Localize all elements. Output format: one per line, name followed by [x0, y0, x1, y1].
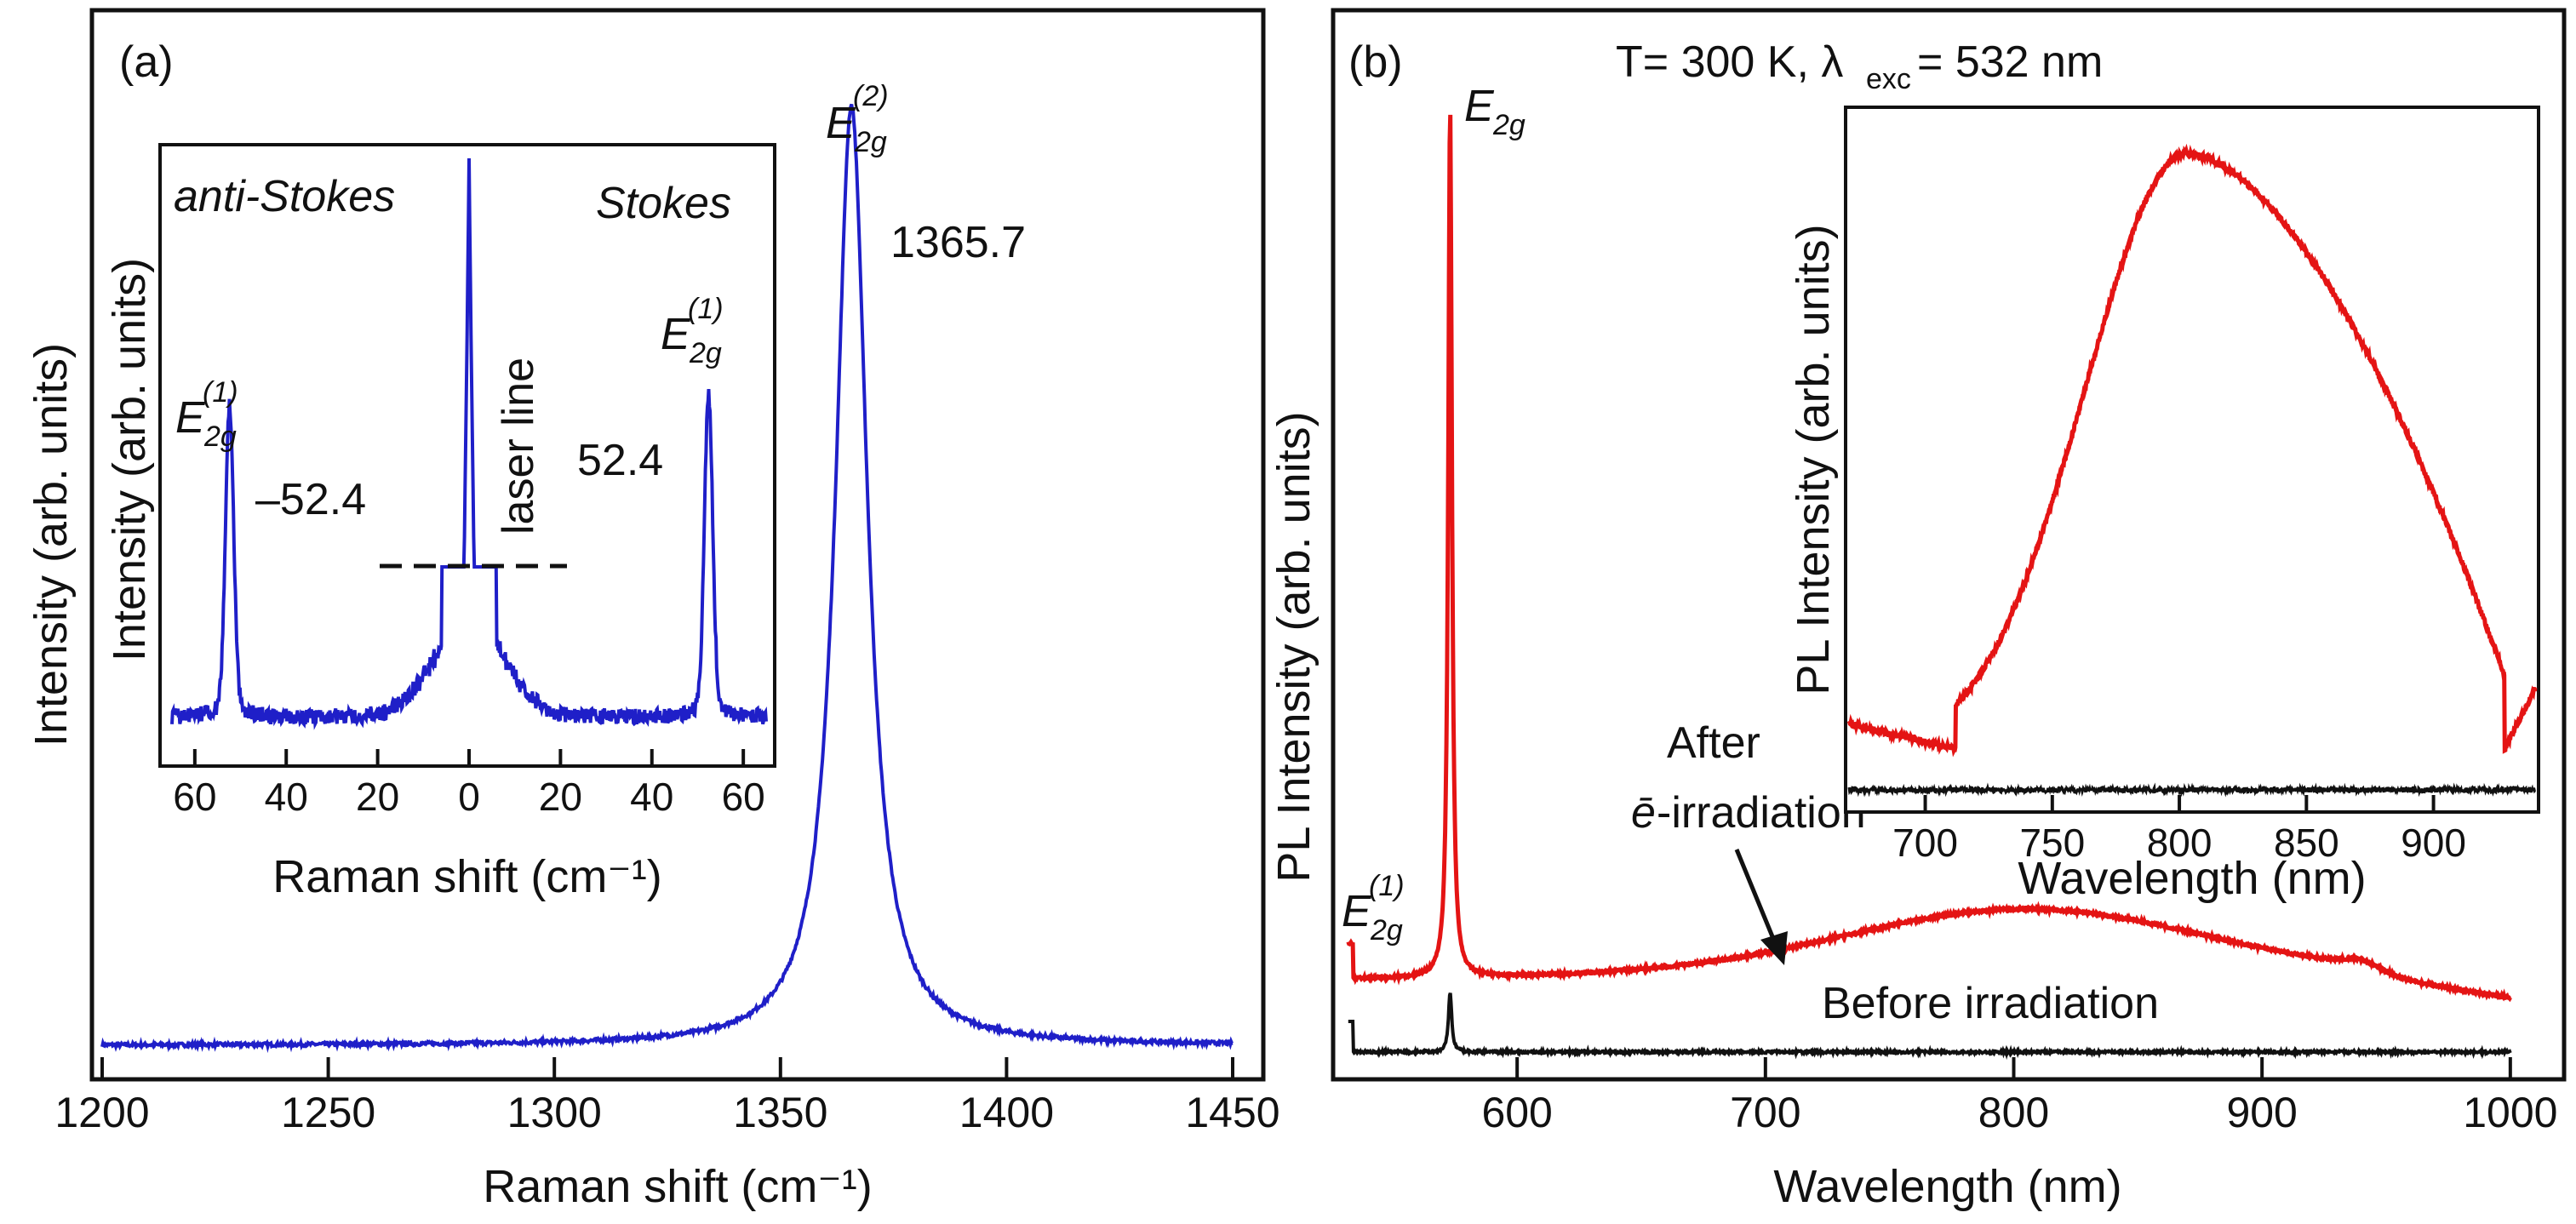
svg-text:-irradiation: -irradiation: [1657, 788, 1866, 838]
svg-text:= 532 nm: = 532 nm: [1917, 37, 2103, 87]
panel-a-peak-value: 1365.7: [890, 218, 1026, 267]
panel-a-x-tick-label: 1200: [54, 1089, 149, 1136]
svg-text:2g: 2g: [689, 337, 722, 369]
svg-text:2g: 2g: [1370, 914, 1403, 947]
panel-a-inset-x-tick-label: 60: [173, 775, 216, 819]
inset-before-irradiation-pl: [1847, 782, 2537, 798]
panel-a-x-axis-label: Raman shift (cm⁻¹): [483, 1161, 873, 1212]
panel-a-label: (a): [119, 37, 174, 87]
anti-stokes-label: anti-Stokes: [174, 172, 395, 221]
anti-stokes-value: –52.4: [255, 475, 366, 524]
inset-right-peak-label: E 2g (1): [661, 293, 724, 369]
panel-a-inset-x-axis-label: Raman shift (cm⁻¹): [272, 851, 662, 902]
panel-a-x-tick-label: 1350: [733, 1089, 827, 1136]
panel-b-inset-frame: [1844, 106, 2540, 814]
svg-text:(1): (1): [1369, 870, 1405, 902]
panel-b-inset-x-axis-label: Wavelength (nm): [2018, 853, 2366, 904]
panel-b-inset-x-tick-label: 800: [2147, 821, 2212, 865]
panel-b-x-tick-label: 800: [1978, 1089, 2049, 1136]
stokes-value: 52.4: [577, 436, 663, 485]
panel-a-inset-x-tick-label: 40: [265, 775, 308, 819]
svg-text:T= 300 K, λ: T= 300 K, λ: [1616, 37, 1843, 87]
svg-text:E: E: [1464, 82, 1495, 131]
svg-text:E: E: [826, 99, 856, 148]
after-label-line1: After: [1667, 718, 1760, 768]
laser-line-label: laser line: [494, 357, 543, 535]
inset-after-irradiation-pl: [1846, 143, 2538, 758]
after-irradiation-spectrum: [1346, 114, 2512, 1003]
panel-b-x-axis-label: Wavelength (nm): [1773, 1161, 2121, 1212]
panel-a-main-spectrum: [100, 103, 1234, 1054]
panel-b-y-axis-label: PL Intensity (arb. units): [1268, 411, 1319, 882]
panel-b-inset-x-tick-label: 750: [2019, 821, 2085, 865]
panel-b-x-ticks: 600 700 800 900 1000: [1481, 1057, 2557, 1136]
panel-b-x-tick-label: 900: [2226, 1089, 2297, 1136]
svg-text:(2): (2): [853, 80, 889, 112]
panel-b-e2g-label: E 2g: [1464, 82, 1526, 141]
panel-b-x-tick-label: 600: [1481, 1089, 1552, 1136]
svg-text:(1): (1): [203, 376, 238, 409]
panel-b-inset-y-axis-label: PL Intensity (arb. units): [1788, 224, 1839, 695]
svg-text:2g: 2g: [854, 126, 887, 158]
panel-a: (a) 1200 1250 1300 1350 1400 1450 Raman shift…: [26, 8, 1280, 1212]
panel-a-x-tick-label: 1250: [281, 1089, 375, 1136]
after-label-line2: ē -irradiation: [1631, 788, 1866, 838]
svg-text:2g: 2g: [1492, 109, 1526, 141]
inset-left-peak-label: E 2g (1): [175, 376, 238, 453]
panel-a-inset-x-tick-label: 20: [539, 775, 582, 819]
svg-text:E: E: [1342, 887, 1372, 936]
panel-a-y-axis-label: Intensity (arb. units): [26, 343, 77, 746]
panel-a-x-ticks: 1200 1250 1300 1350 1400 1450: [54, 1057, 1280, 1136]
panel-a-inset-x-tick-label: 0: [458, 775, 480, 819]
panel-a-frame: [89, 8, 1266, 1082]
before-label: Before irradiation: [1822, 979, 2159, 1028]
svg-text:E: E: [661, 310, 691, 359]
svg-text:exc: exc: [1866, 63, 1911, 95]
panel-b-frame: [1331, 8, 2567, 1082]
panel-a-x-tick-label: 1400: [959, 1089, 1054, 1136]
panel-a-inset-x-tick-label: 20: [356, 775, 399, 819]
panel-b-e2g1-label: E 2g (1): [1342, 870, 1405, 947]
after-arrow-head: [1760, 931, 1788, 965]
svg-text:ē: ē: [1631, 788, 1656, 838]
panel-a-inset-x-tick-label: 60: [722, 775, 765, 819]
panel-a-x-tick-label: 1300: [507, 1089, 602, 1136]
panel-a-inset-x-tick-label: 40: [630, 775, 673, 819]
panel-a-inset: 60 40 20 0 20 40 60 anti-Stokes Stokes laser l…: [104, 143, 776, 902]
stokes-label: Stokes: [596, 179, 731, 228]
svg-text:2g: 2g: [203, 420, 237, 453]
panel-a-x-tick-label: 1450: [1185, 1089, 1279, 1136]
panel-a-peak-label-e2g2: E 2g (2): [826, 80, 889, 158]
panel-a-inset-spectrum: [170, 157, 768, 730]
panel-b-title: T= 300 K, λ exc = 532 nm: [1616, 37, 2103, 95]
panel-b-inset-x-ticks: 700 750 800 850 900: [1892, 795, 2466, 865]
panel-b-x-tick-label: 1000: [2463, 1089, 2557, 1136]
panel-b-label: (b): [1348, 37, 1403, 87]
svg-text:E: E: [175, 393, 206, 443]
panel-a-inset-x-ticks: 60 40 20 0 20 40 60: [173, 749, 765, 819]
panel-b-inset-x-tick-label: 700: [1892, 821, 1958, 865]
before-irradiation-spectrum: [1348, 992, 2512, 1061]
panel-b-inset: 700 750 800 850 900 Wavelength (nm) PL Inten…: [1788, 106, 2540, 904]
panel-b-x-tick-label: 700: [1730, 1089, 1800, 1136]
after-arrow-line: [1734, 849, 1778, 946]
panel-b: (b) T= 300 K, λ exc = 532 nm 600 700 800 90…: [1268, 8, 2567, 1212]
panel-b-inset-x-tick-label: 900: [2401, 821, 2466, 865]
svg-text:(1): (1): [688, 293, 724, 325]
panel-a-inset-y-axis-label: Intensity (arb. units): [104, 258, 155, 661]
panel-b-inset-x-tick-label: 850: [2274, 821, 2339, 865]
